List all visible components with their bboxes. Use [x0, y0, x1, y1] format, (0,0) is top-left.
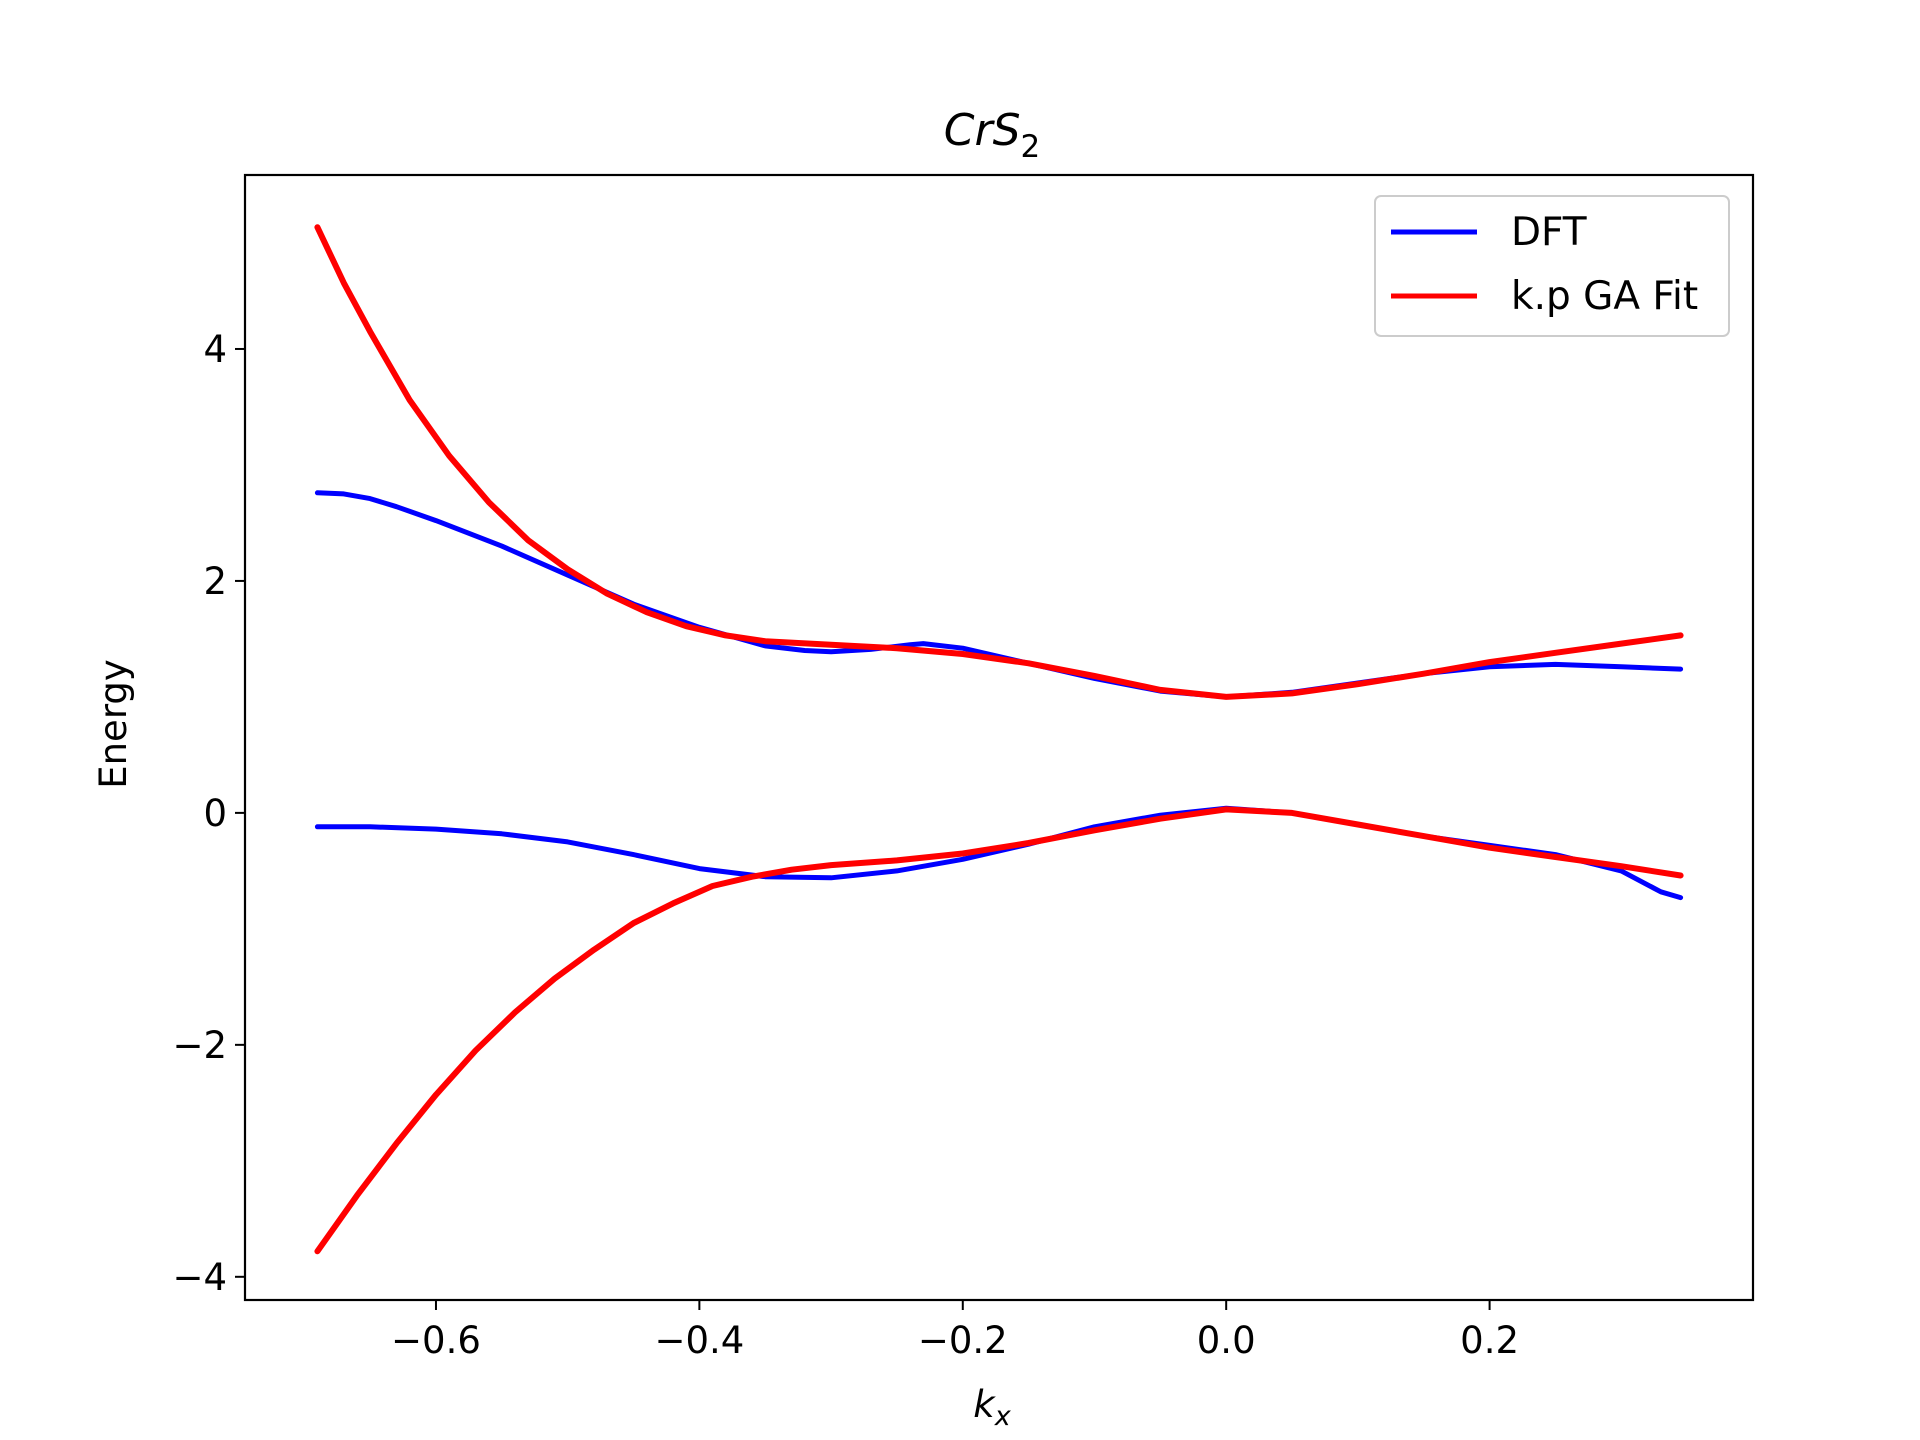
legend-label-dft: DFT: [1511, 210, 1587, 255]
x-tick-label: 0.2: [1460, 1319, 1519, 1362]
plot-area-frame: [243, 173, 1755, 1302]
y-tick-label: −2: [172, 1024, 227, 1067]
x-tick-label: −0.6: [391, 1319, 481, 1362]
x-tick-label: −0.4: [654, 1319, 744, 1362]
plot-lines: [314, 224, 1684, 1255]
series-line-kp-fit-2: [314, 224, 1684, 700]
y-tick-label: 2: [203, 560, 227, 603]
y-tick-label: 4: [203, 328, 227, 371]
y-tick-label: −4: [172, 1256, 227, 1299]
x-axis: −0.6 −0.4 −0.2 0.0 0.2: [391, 1300, 1519, 1362]
legend: DFT k.p GA Fit: [1374, 195, 1730, 337]
x-tick-label: −0.2: [918, 1319, 1008, 1362]
legend-label-kp-fit: k.p GA Fit: [1511, 274, 1698, 319]
y-axis-label: Energy: [92, 659, 135, 789]
chart-title: CrS2: [944, 105, 1040, 165]
series-line-kp-fit-3: [314, 806, 1684, 1255]
x-axis-label: kx: [973, 1383, 1011, 1432]
y-axis: −4 −2 0 2 4: [172, 328, 245, 1299]
y-tick-label: 0: [203, 792, 227, 835]
x-tick-label: 0.0: [1197, 1319, 1256, 1362]
